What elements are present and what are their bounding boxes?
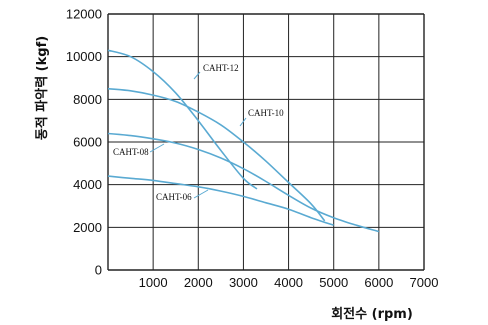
series-label-caht-06: CAHT-06 [156,192,192,202]
y-tick-label: 4000 [73,177,102,192]
x-tick-label: 5000 [319,275,348,290]
y-axis-title: 동적 파악력 (kgf) [34,36,50,140]
x-axis-title: 회전수 (rpm) [331,306,413,322]
series-label-caht-10: CAHT-10 [248,108,284,118]
y-tick-label: 2000 [73,220,102,235]
y-tick-label: 6000 [73,135,102,150]
x-tick-label: 7000 [410,275,439,290]
x-tick-label: 1000 [139,275,168,290]
series-label-caht-08: CAHT-08 [113,147,149,157]
x-tick-label: 2000 [184,275,213,290]
series-lines [107,49,380,233]
grid [107,13,425,271]
label-leaders [149,71,247,199]
y-tick-labels: 0 2000 4000 6000 8000 10000 12000 [66,7,102,278]
y-tick-label: 10000 [66,49,102,64]
series-line-caht-10 [107,87,326,222]
label-leader [193,71,201,80]
x-tick-label: 3000 [229,275,258,290]
x-tick-label: 6000 [364,275,393,290]
label-leader [149,143,165,153]
y-tick-label: 0 [95,263,102,278]
y-tick-label: 12000 [66,7,102,22]
series-label-caht-12: CAHT-12 [203,63,239,73]
series-labels: CAHT-12 CAHT-10 CAHT-08 CAHT-06 [113,63,284,202]
series-line-caht-06 [107,175,334,226]
series-line-caht-08 [107,132,380,233]
x-tick-label: 4000 [274,275,303,290]
x-tick-labels: 1000 2000 3000 4000 5000 6000 7000 [139,275,439,290]
label-leader [239,117,247,127]
y-tick-label: 8000 [73,92,102,107]
label-leader [193,189,209,199]
